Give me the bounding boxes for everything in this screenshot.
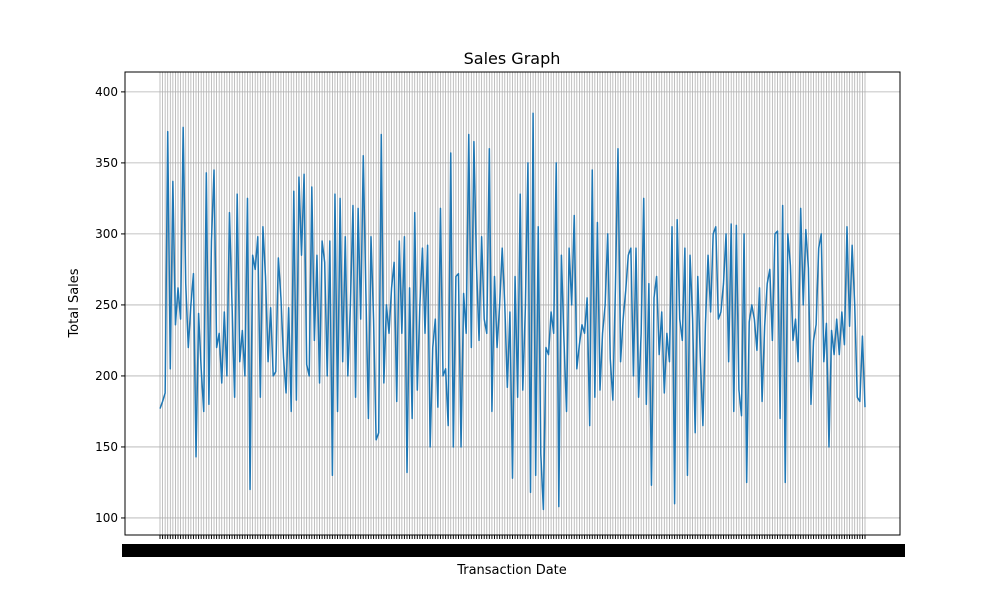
y-tick-label: 100 — [95, 511, 118, 525]
x-tick-labels-overlap — [122, 544, 905, 557]
sales-series-line — [159, 112, 866, 511]
chart-title: Sales Graph — [464, 49, 561, 68]
y-tick-label: 150 — [95, 440, 118, 454]
line-layer — [159, 112, 866, 511]
x-tick-labels — [122, 535, 905, 557]
y-tick-label: 350 — [95, 156, 118, 170]
y-tick-label: 300 — [95, 227, 118, 241]
y-tick-label: 250 — [95, 298, 118, 312]
x-axis-label: Transaction Date — [456, 563, 567, 578]
y-tick-label: 200 — [95, 369, 118, 383]
y-tick-label: 400 — [95, 85, 118, 99]
y-tick-labels: 100 150 200 250 300 350 400 — [95, 85, 125, 525]
y-axis-label: Total Sales — [67, 268, 82, 338]
